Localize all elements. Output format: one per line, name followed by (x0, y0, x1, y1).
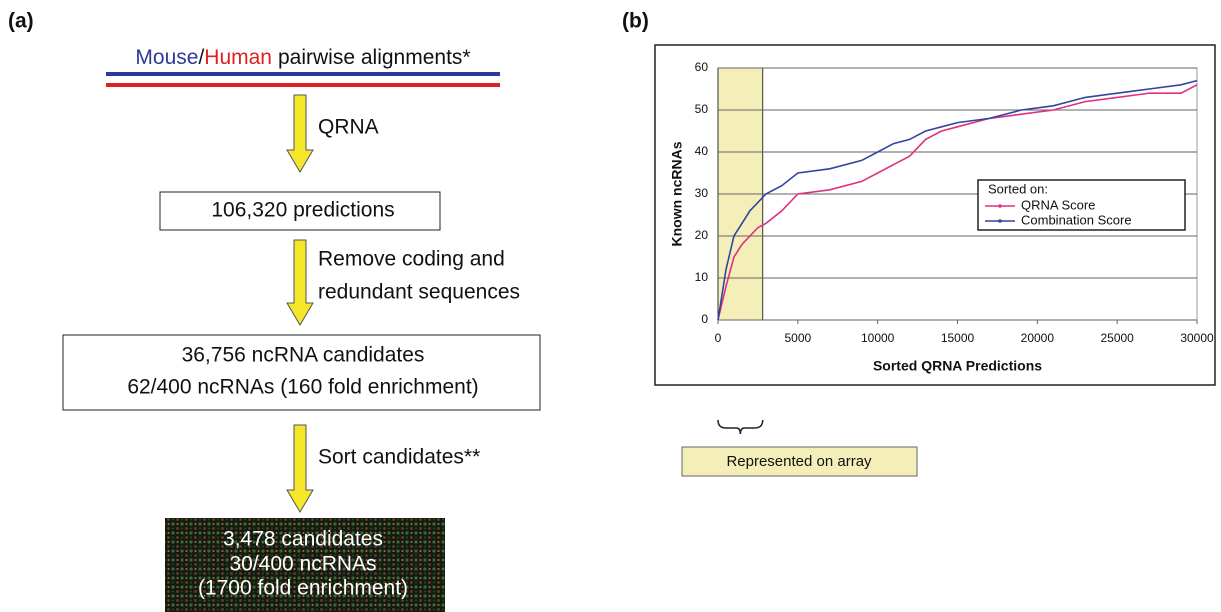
brace (718, 420, 763, 434)
panel-label: (a) (8, 10, 34, 33)
source-text: pairwise alignments* (278, 46, 471, 69)
panel-label: (b) (622, 10, 649, 33)
figure: (a) Mouse/Humanpairwise alignments* (b) … (0, 0, 1221, 612)
y-tick-label: 0 (701, 312, 708, 326)
x-axis-label: Sorted QRNA Predictions (873, 358, 1042, 374)
arrow (287, 425, 313, 512)
x-tick-label: 5000 (784, 331, 811, 345)
arrow-label: redundant sequences (318, 281, 520, 304)
arrow-label: Remove coding and (318, 248, 505, 271)
legend-marker (998, 204, 1002, 208)
arrow-label: QRNA (318, 116, 379, 139)
y-tick-label: 60 (695, 60, 709, 74)
x-tick-label: 0 (715, 331, 722, 345)
arrow (287, 240, 313, 325)
x-tick-label: 15000 (941, 331, 975, 345)
species: Mouse (135, 46, 198, 69)
x-tick-label: 10000 (861, 331, 895, 345)
box-text: 36,756 ncRNA candidates (182, 344, 425, 367)
box-text: 3,478 candidates (223, 528, 383, 551)
annotation: Represented on array (726, 453, 872, 470)
box-text: 30/400 ncRNAs (229, 553, 376, 576)
page: {"panel_a": {"label": "(a)", "source": {… (0, 0, 1221, 612)
x-tick-label: 20000 (1021, 331, 1055, 345)
x-tick-label: 25000 (1100, 331, 1134, 345)
box-text: 62/400 ncRNAs (160 fold enrichment) (127, 376, 478, 399)
arrow (287, 95, 313, 172)
species: Human (204, 46, 272, 69)
legend-label: QRNA Score (1021, 197, 1095, 212)
arrow-label: Sort candidates** (318, 446, 480, 469)
y-axis-label: Known ncRNAs (669, 141, 685, 246)
y-tick-label: 20 (695, 228, 709, 242)
x-tick-label: 30000 (1180, 331, 1214, 345)
box-text: 106,320 predictions (211, 199, 394, 222)
y-tick-label: 50 (695, 102, 709, 116)
y-tick-label: 10 (695, 270, 709, 284)
legend-title: Sorted on: (988, 181, 1048, 196)
box-text: (1700 fold enrichment) (198, 577, 408, 600)
y-tick-label: 40 (695, 144, 709, 158)
y-tick-label: 30 (695, 186, 709, 200)
legend-marker (998, 219, 1002, 223)
legend-label: Combination Score (1021, 212, 1132, 227)
